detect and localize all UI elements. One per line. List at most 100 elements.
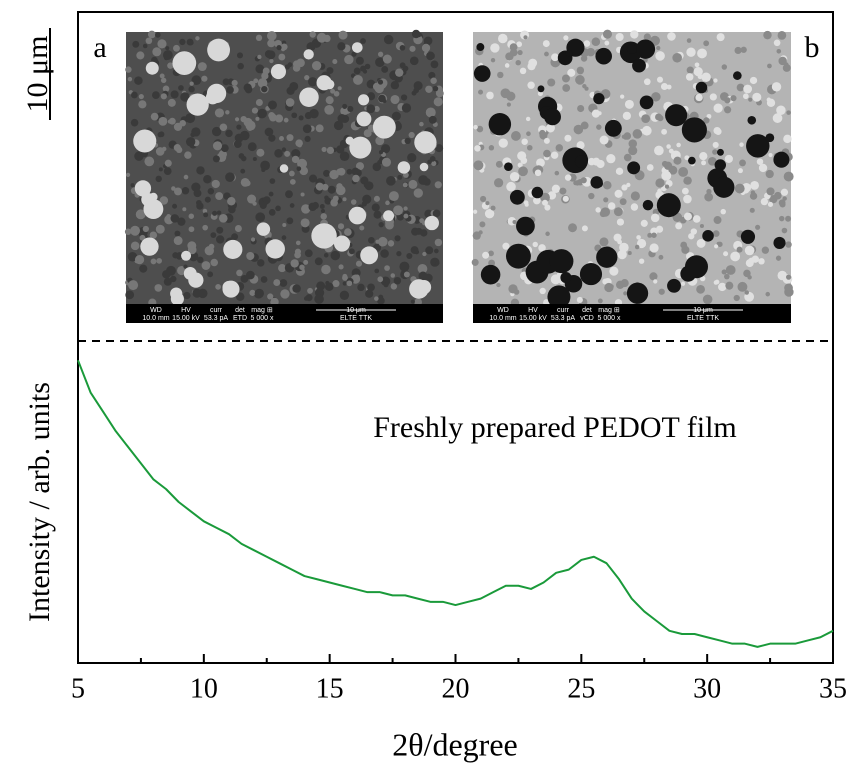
grain [158, 116, 168, 126]
grain [619, 242, 629, 253]
pore [531, 186, 544, 199]
grain [373, 195, 380, 202]
grain [709, 93, 717, 101]
grain [577, 104, 585, 113]
info-text: HV [181, 307, 191, 314]
grain [417, 263, 428, 274]
info-text: WD [150, 307, 162, 314]
grain [587, 157, 596, 166]
info-text: HV [528, 307, 538, 314]
grain [641, 125, 652, 136]
grain [434, 238, 443, 247]
grain [246, 270, 255, 280]
grain [192, 288, 202, 298]
grain [246, 251, 255, 261]
grain [604, 40, 610, 46]
grain [134, 151, 144, 161]
pore [717, 148, 724, 156]
grain [774, 191, 782, 200]
grain [393, 205, 403, 216]
grain [211, 179, 220, 189]
grain [236, 52, 244, 59]
grain [480, 195, 487, 203]
grain [236, 269, 243, 277]
grain [257, 108, 267, 119]
grain [216, 235, 225, 244]
grain [681, 187, 689, 195]
grain [287, 62, 293, 68]
grain [435, 144, 444, 153]
x-axis-label: 2θ/degree [392, 726, 517, 762]
grain [490, 205, 496, 211]
grain [135, 209, 146, 220]
grain [404, 137, 411, 145]
grain [712, 149, 718, 155]
cluster [149, 192, 158, 202]
grain [346, 280, 353, 287]
pore [604, 119, 622, 137]
grain [183, 174, 189, 180]
grain [725, 281, 734, 290]
cluster [134, 180, 152, 197]
grain [238, 153, 245, 159]
grain [542, 40, 550, 48]
grain [304, 74, 310, 81]
grain [155, 175, 162, 183]
grain [410, 299, 415, 304]
grain [247, 142, 257, 152]
grain [303, 259, 309, 265]
grain [730, 95, 737, 102]
grain [260, 276, 268, 283]
grain [771, 82, 782, 92]
info-text: 5 000 x [251, 315, 274, 322]
pore [747, 115, 757, 125]
grain [279, 279, 288, 287]
grain [596, 159, 605, 169]
pore [516, 216, 535, 236]
grain [348, 248, 355, 255]
data-line [77, 359, 834, 648]
grain [495, 160, 503, 168]
grain [380, 249, 389, 258]
grain [667, 32, 676, 41]
grain [506, 181, 516, 192]
grain [523, 35, 528, 40]
grain [240, 275, 249, 283]
grain [191, 127, 201, 137]
grain [580, 177, 587, 184]
cluster [345, 136, 354, 145]
grain [280, 47, 286, 52]
grain [623, 291, 628, 296]
grain [139, 264, 148, 273]
cluster [270, 64, 287, 80]
grain [749, 207, 755, 213]
grain [713, 78, 718, 83]
grain [240, 168, 246, 174]
grain [720, 208, 726, 215]
grain [583, 40, 591, 47]
grain [308, 77, 318, 87]
grain [388, 191, 399, 202]
info-text: 10.0 mm [142, 315, 169, 322]
pore [688, 156, 696, 165]
grain [332, 59, 338, 65]
grain [690, 228, 698, 235]
info-text: 15.00 kV [172, 315, 200, 322]
grain [254, 288, 264, 299]
info-text: det [235, 307, 245, 314]
grain [306, 42, 316, 52]
grain [394, 235, 401, 242]
cluster [299, 87, 319, 108]
info-text: curr [210, 307, 223, 314]
grain [261, 167, 266, 173]
grain [695, 93, 703, 102]
grain [486, 91, 494, 100]
grain [471, 258, 479, 266]
grain [191, 75, 202, 86]
cluster [414, 131, 437, 154]
pore [681, 117, 707, 143]
grain [383, 34, 394, 45]
grain [188, 40, 194, 46]
grain [434, 181, 442, 189]
